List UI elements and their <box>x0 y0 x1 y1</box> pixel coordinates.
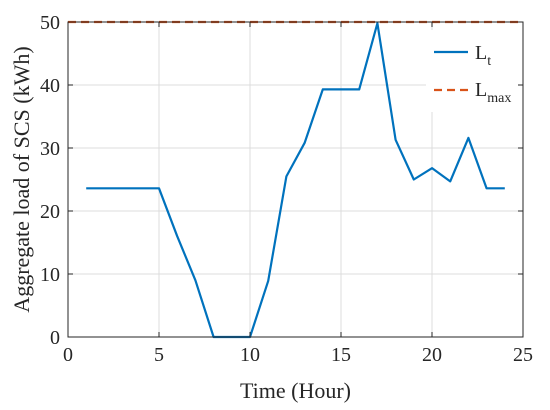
y-tick-label: 0 <box>50 327 60 349</box>
x-tick-label: 10 <box>240 344 260 366</box>
y-tick-label: 50 <box>40 12 60 34</box>
y-axis-label: Aggregate load of SCS (kWh) <box>9 46 34 312</box>
series-line-lt <box>86 22 505 339</box>
plot-frame <box>67 21 524 338</box>
y-tick-label: 20 <box>40 201 60 223</box>
legend-label-lt: Lt <box>475 42 491 69</box>
legend: Lt Lmax <box>426 30 518 112</box>
x-tick-label: 25 <box>513 344 533 366</box>
x-tick-label: 20 <box>422 344 442 366</box>
x-axis-label: Time (Hour) <box>240 378 351 403</box>
y-tick-label: 40 <box>40 75 60 97</box>
legend-box <box>426 30 518 112</box>
x-tick-label: 0 <box>63 344 73 366</box>
x-tick-label: 15 <box>331 344 351 366</box>
x-tick-label: 5 <box>154 344 164 366</box>
y-tick-label: 10 <box>40 264 60 286</box>
axis-ticks: 0 5 10 15 20 25 0 10 20 30 40 50 <box>40 12 533 366</box>
y-tick-label: 30 <box>40 138 60 160</box>
legend-label-lmax: Lmax <box>475 79 511 106</box>
